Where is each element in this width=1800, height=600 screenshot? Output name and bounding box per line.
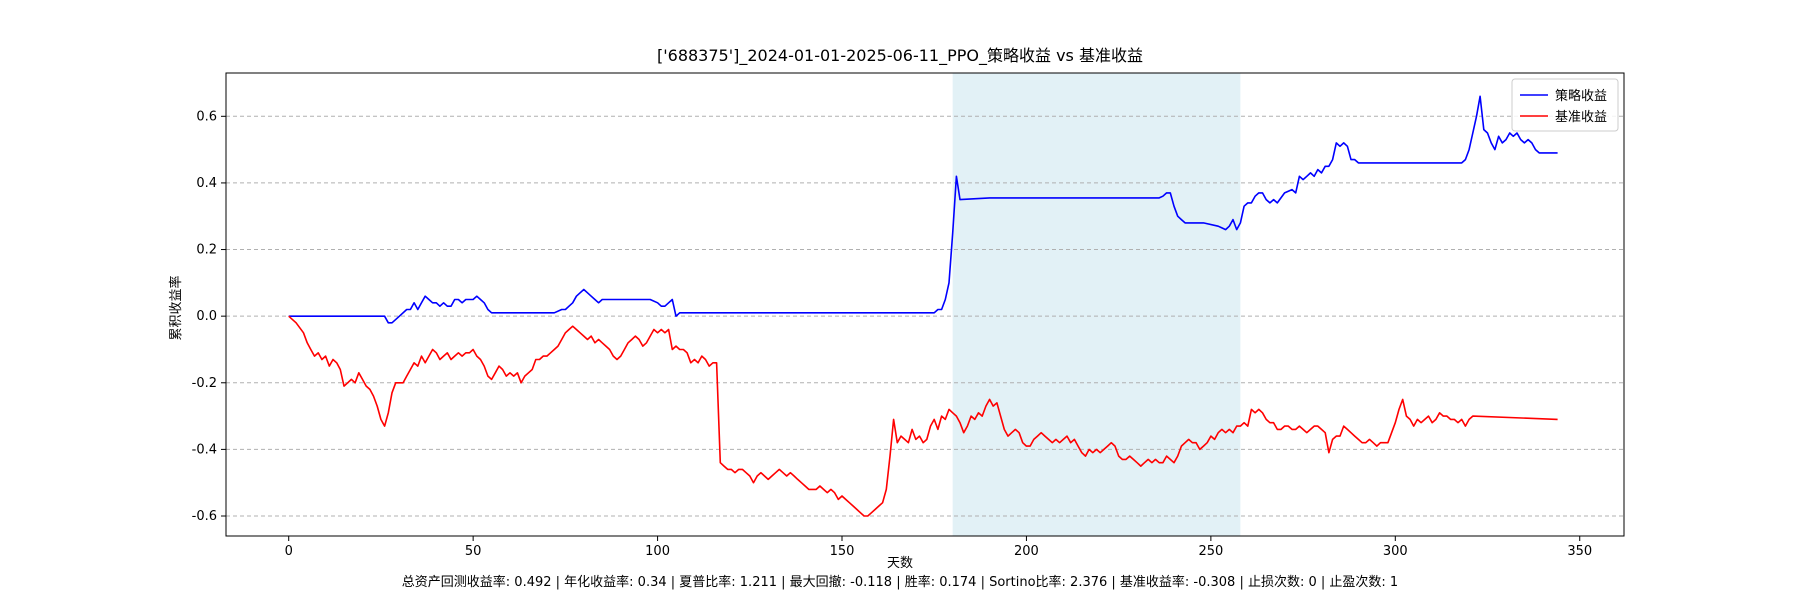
chart-title: ['688375']_2024-01-01-2025-06-11_PPO_策略收… [657,46,1143,66]
y-tick-label: 0.4 [196,176,217,191]
metrics-footer: 总资产回测收益率: 0.492 | 年化收益率: 0.34 | 夏普比率: 1.… [402,574,1398,590]
plot-area: -0.6 -0.4 -0.2 0.0 0.2 0.4 0.6 0 50 100 150 200 250 3… [192,72,1625,559]
x-tick-label: 50 [465,544,482,559]
y-tick-label: -0.2 [192,376,217,391]
x-tick-label: 300 [1383,544,1408,559]
x-tick-label: 200 [1014,544,1039,559]
series-line [288,315,1558,517]
y-tick-label: 0.2 [196,243,217,258]
x-tick-label: 150 [830,544,855,559]
x-tick-label: 350 [1567,544,1592,559]
axes-frame [225,72,1625,537]
legend-label: 基准收益 [1555,110,1607,125]
legend-box [1511,78,1619,132]
x-axis-label: 天数 [887,556,913,571]
x-tick-label: 250 [1198,544,1223,559]
y-axis-label: 累积收益率 [168,275,184,340]
series-line [288,95,1558,324]
x-tick-label: 100 [645,544,670,559]
highlight-span [952,73,1241,536]
legend-label: 策略收益 [1555,88,1607,104]
x-tick-label: 0 [285,544,293,559]
y-tick-label: -0.6 [192,509,217,524]
y-tick-label: 0.6 [196,109,217,124]
y-tick-label: -0.4 [192,442,217,457]
y-tick-label: 0.0 [196,309,217,324]
